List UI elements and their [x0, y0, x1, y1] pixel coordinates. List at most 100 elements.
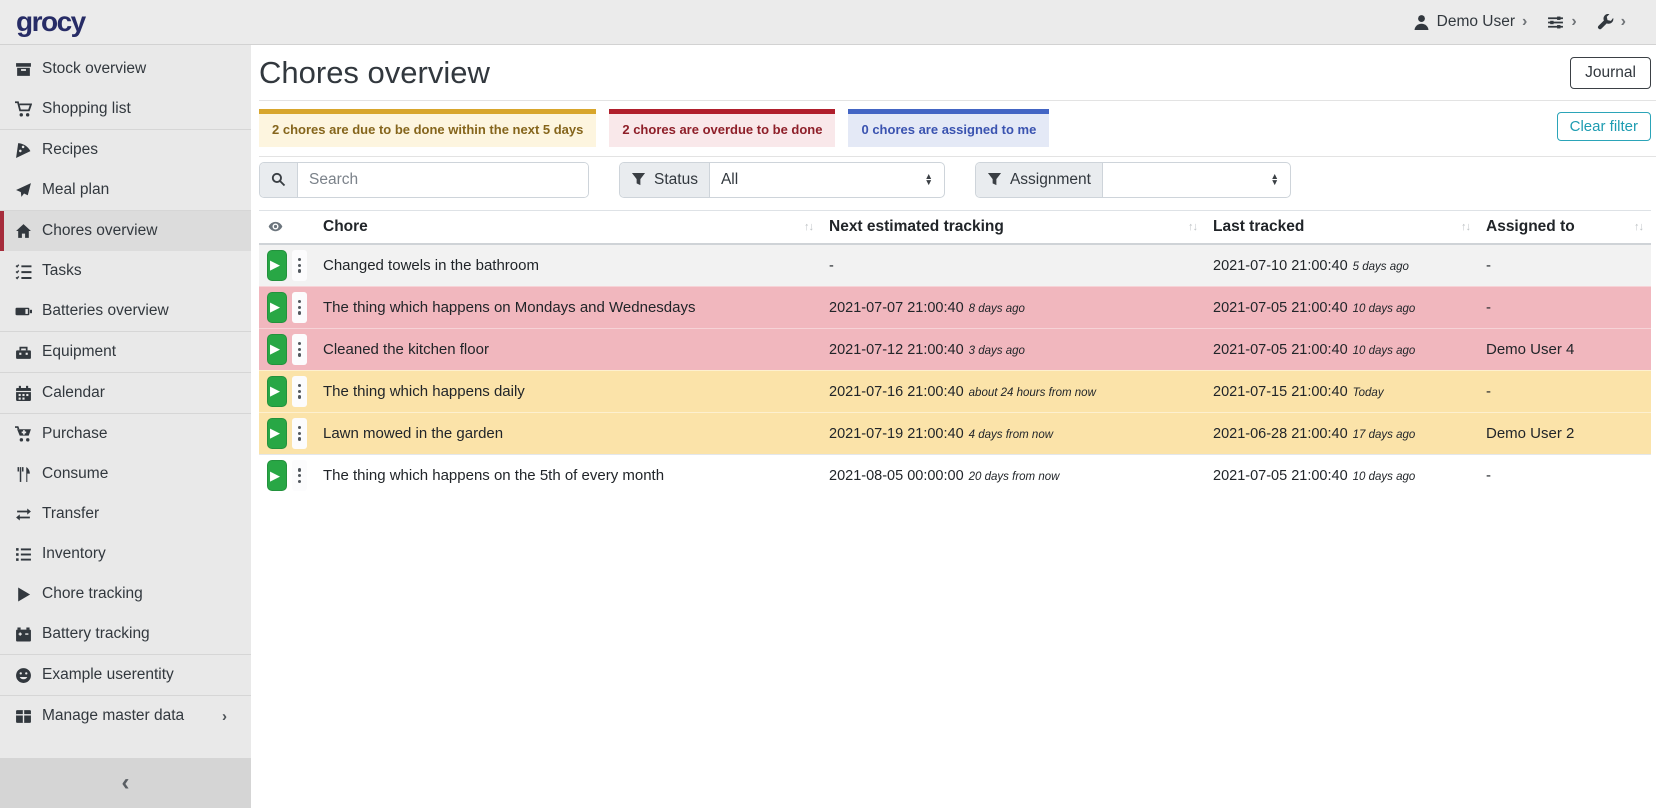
sidebar-item-purchase[interactable]: Purchase [0, 414, 251, 454]
sidebar-nav: Stock overview Shopping list Recipes Meal p… [0, 45, 251, 758]
track-execution-button[interactable]: ▶ [267, 417, 287, 449]
sidebar-item-transfer[interactable]: Transfer [0, 494, 251, 534]
status-select[interactable]: All ▲ ▼ [710, 163, 944, 197]
col-header-last[interactable]: Last tracked ↑↓ [1205, 209, 1478, 245]
sidebar-item-chores-overview[interactable]: Chores overview [0, 211, 251, 251]
search-addon [260, 162, 298, 197]
grocy-logo[interactable]: grocy [16, 6, 86, 37]
last-tracked-cell: 2021-07-05 21:00:40 10 days ago [1205, 327, 1478, 371]
row-context-menu-button[interactable] [292, 417, 308, 449]
sort-icon: ↑↓ [1461, 220, 1471, 233]
play-icon: ▶ [270, 341, 280, 357]
sidebar-item-label: Chores overview [42, 222, 158, 239]
sidebar-divider [0, 695, 251, 696]
journal-button[interactable]: Journal [1570, 57, 1651, 89]
col-header-assigned[interactable]: Assigned to ↑↓ [1478, 209, 1651, 245]
assigned-to-cell: - [1478, 243, 1651, 287]
play-icon: ▶ [270, 299, 280, 315]
battery-icon [14, 303, 32, 320]
sidebar-item-label: Stock overview [42, 60, 147, 77]
row-context-menu-button[interactable] [292, 460, 308, 492]
sidebar-item-calendar[interactable]: Calendar [0, 373, 251, 413]
filter-chip-warning[interactable]: 2 chores are due to be done within the n… [259, 108, 597, 147]
row-context-menu-button[interactable] [292, 375, 308, 407]
status-value: All [720, 170, 739, 188]
select-arrows-icon: ▲ ▼ [924, 171, 933, 187]
sidebar-item-recipes[interactable]: Recipes [0, 130, 251, 170]
chevron-right-icon: › [222, 707, 227, 725]
filter-row: Status All ▲▼ Assignment ▲▼ [259, 157, 1656, 210]
divider [259, 155, 1656, 157]
admin-menu[interactable]: › [1597, 13, 1626, 31]
row-context-menu-button[interactable] [292, 249, 308, 281]
sidebar-item-example-userentity[interactable]: Example userentity [0, 655, 251, 695]
track-execution-button[interactable]: ▶ [267, 375, 287, 407]
sidebar: Stock overview Shopping list Recipes Meal p… [0, 45, 251, 808]
sort-icon: ↑↓ [1634, 220, 1644, 233]
chore-row: ▶ Lawn mowed in the garden 2021-07-19 21:0… [259, 411, 1651, 455]
col-header-chore[interactable]: Chore ↑↓ [315, 209, 821, 245]
sidebar-item-label: Transfer [42, 505, 100, 522]
last-tracked-cell: 2021-07-10 21:00:40 5 days ago [1205, 243, 1478, 287]
sidebar-item-consume[interactable]: Consume [0, 454, 251, 494]
assignment-addon: Assignment [975, 162, 1103, 197]
chore-row: ▶ Changed towels in the bathroom -2021-07-… [259, 243, 1651, 287]
sidebar-divider [0, 372, 251, 373]
assignment-filter-group: Assignment ▲ ▼ [974, 161, 1291, 198]
sidebar-item-label: Batteries overview [42, 302, 169, 319]
sidebar-item-meal-plan[interactable]: Meal plan [0, 170, 251, 210]
sidebar-item-batteries-overview[interactable]: Batteries overview [0, 291, 251, 331]
row-context-menu-button[interactable] [292, 291, 308, 323]
assigned-to-cell: Demo User 2 [1478, 411, 1651, 455]
home-icon [14, 223, 32, 240]
sidebar-item-manage-master-data[interactable]: Manage master data › [0, 696, 251, 736]
play-icon: ▶ [270, 257, 280, 273]
row-context-menu-button[interactable] [292, 333, 308, 365]
chore-name-cell: Lawn mowed in the garden [315, 411, 821, 455]
chores-table: Chore ↑↓ Next estimated tracking ↑↓ Last t… [259, 209, 1651, 497]
next-tracking-cell: 2021-07-19 21:00:40 4 days from now [821, 411, 1205, 455]
sidebar-item-label: Inventory [42, 545, 106, 562]
play-icon: ▶ [270, 467, 280, 483]
sidebar-item-tasks[interactable]: Tasks [0, 251, 251, 291]
track-execution-button[interactable]: ▶ [267, 333, 287, 365]
sidebar-item-label: Consume [42, 465, 109, 482]
divider [259, 99, 1656, 101]
sidebar-item-battery-tracking[interactable]: Battery tracking [0, 614, 251, 654]
sidebar-item-stock-overview[interactable]: Stock overview [0, 49, 251, 89]
sort-icon: ↑↓ [1188, 220, 1198, 233]
chore-name-cell: The thing which happens on Mondays and W… [315, 285, 821, 329]
sidebar-item-chore-tracking[interactable]: Chore tracking [0, 574, 251, 614]
filter-chip-info[interactable]: 0 chores are assigned to me [848, 108, 1050, 147]
track-execution-button[interactable]: ▶ [267, 249, 287, 281]
search-icon [271, 173, 286, 187]
sidebar-item-shopping-list[interactable]: Shopping list [0, 89, 251, 129]
col-header-next[interactable]: Next estimated tracking ↑↓ [821, 209, 1205, 245]
settings-menu[interactable]: › [1547, 13, 1577, 31]
assigned-to-cell: - [1478, 453, 1651, 497]
chevron-right-icon: › [1571, 13, 1577, 30]
calendar-icon [14, 385, 32, 402]
search-input[interactable] [298, 162, 588, 197]
chore-name-cell: Changed towels in the bathroom [315, 243, 821, 287]
filter-icon [987, 173, 1002, 186]
assigned-to-cell: - [1478, 369, 1651, 413]
table-icon [14, 708, 32, 725]
sidebar-item-equipment[interactable]: Equipment [0, 332, 251, 372]
user-menu[interactable]: Demo User › [1413, 13, 1527, 31]
column-visibility-toggle[interactable] [259, 209, 315, 245]
sliders-icon [1547, 14, 1564, 31]
filter-chip-danger[interactable]: 2 chores are overdue to be done [609, 108, 836, 147]
clear-filter-button[interactable]: Clear filter [1556, 111, 1651, 141]
car-battery-icon [14, 626, 32, 643]
assignment-select[interactable]: ▲ ▼ [1103, 163, 1290, 197]
sidebar-collapse-button[interactable]: ‹ [0, 758, 251, 808]
next-tracking-cell: 2021-07-12 21:00:40 3 days ago [821, 327, 1205, 371]
track-execution-button[interactable]: ▶ [267, 460, 287, 492]
sidebar-item-label: Calendar [42, 384, 105, 401]
assigned-to-cell: Demo User 4 [1478, 327, 1651, 371]
next-tracking-cell: 2021-08-05 00:00:00 20 days from now [821, 453, 1205, 497]
sidebar-item-inventory[interactable]: Inventory [0, 534, 251, 574]
track-execution-button[interactable]: ▶ [267, 291, 287, 323]
play-icon [14, 586, 32, 603]
